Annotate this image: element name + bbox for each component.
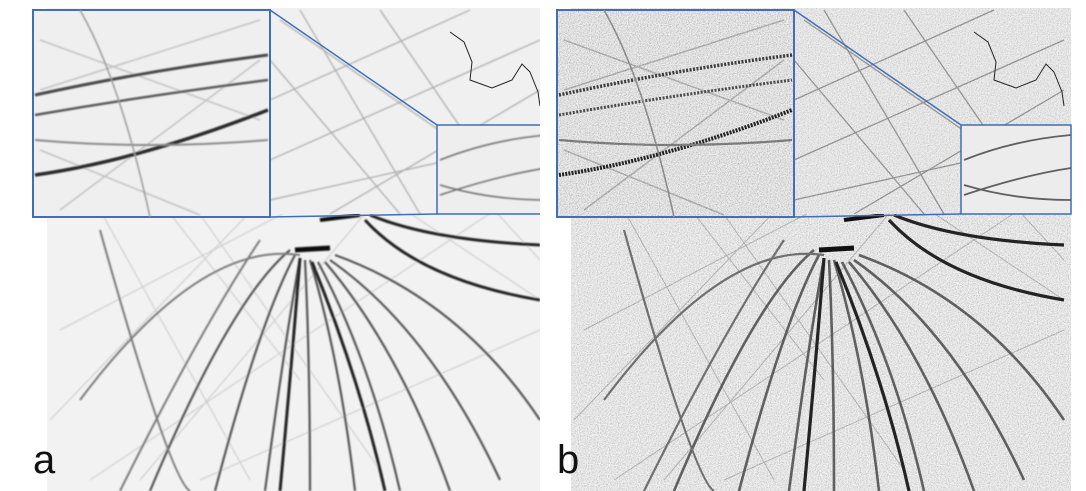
- panel-a-connector-bottom: [269, 213, 438, 218]
- panel-b: b: [524, 0, 1086, 491]
- panel-a-trace: [449, 31, 540, 107]
- panel-a-label: a: [33, 438, 56, 482]
- panel-b-image: [556, 8, 1072, 491]
- panel-b-trace: [973, 31, 1065, 107]
- panel-b-zoom-region: [960, 124, 1072, 215]
- panel-b-label: b: [557, 438, 580, 482]
- panel-a: a: [0, 0, 540, 491]
- panel-b-connector-bottom: [793, 213, 962, 218]
- panel-a-connector-top: [269, 9, 438, 126]
- panel-a-magnified-inset: [32, 9, 271, 218]
- panel-b-connector-top: [793, 9, 962, 126]
- panel-a-image: [32, 8, 540, 491]
